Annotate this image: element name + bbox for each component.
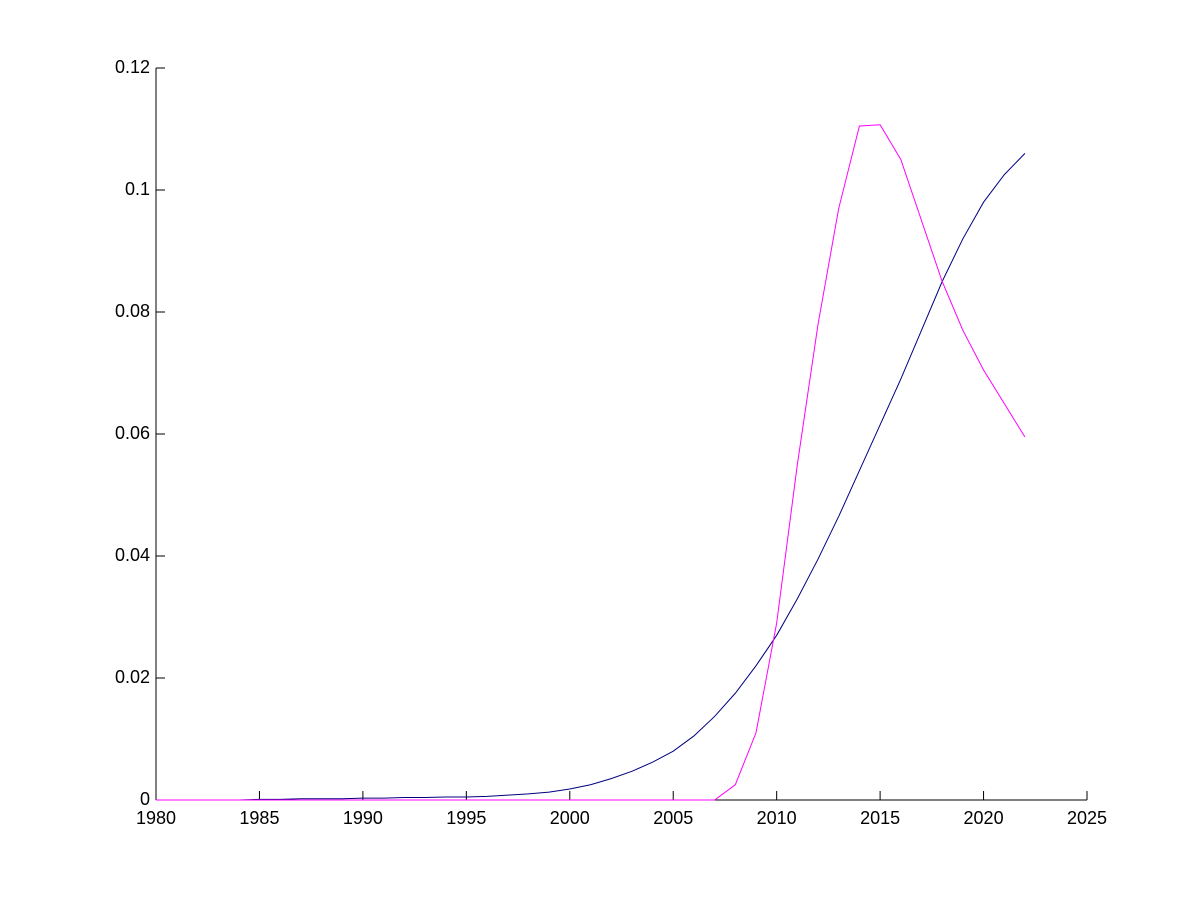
- y-tick-label: 0.02: [115, 667, 150, 687]
- y-tick-label: 0.12: [115, 57, 150, 77]
- x-tick-label: 2015: [860, 808, 900, 828]
- x-tick-label: 1980: [136, 808, 176, 828]
- y-tick-label: 0.1: [125, 179, 150, 199]
- y-tick-label: 0.04: [115, 545, 150, 565]
- y-tick-label: 0.08: [115, 301, 150, 321]
- x-tick-label: 1990: [343, 808, 383, 828]
- x-tick-label: 2000: [550, 808, 590, 828]
- series-line: [156, 153, 1026, 801]
- series-line: [156, 124, 1026, 801]
- x-tick-label: 2025: [1067, 808, 1107, 828]
- x-tick-label: 1985: [239, 808, 279, 828]
- x-tick-label: 2020: [964, 808, 1004, 828]
- x-tick-label: 2010: [757, 808, 797, 828]
- y-tick-label: 0.06: [115, 423, 150, 443]
- x-tick-label: 1995: [446, 808, 486, 828]
- x-tick-label: 2005: [653, 808, 693, 828]
- y-tick-label: 0: [140, 789, 150, 809]
